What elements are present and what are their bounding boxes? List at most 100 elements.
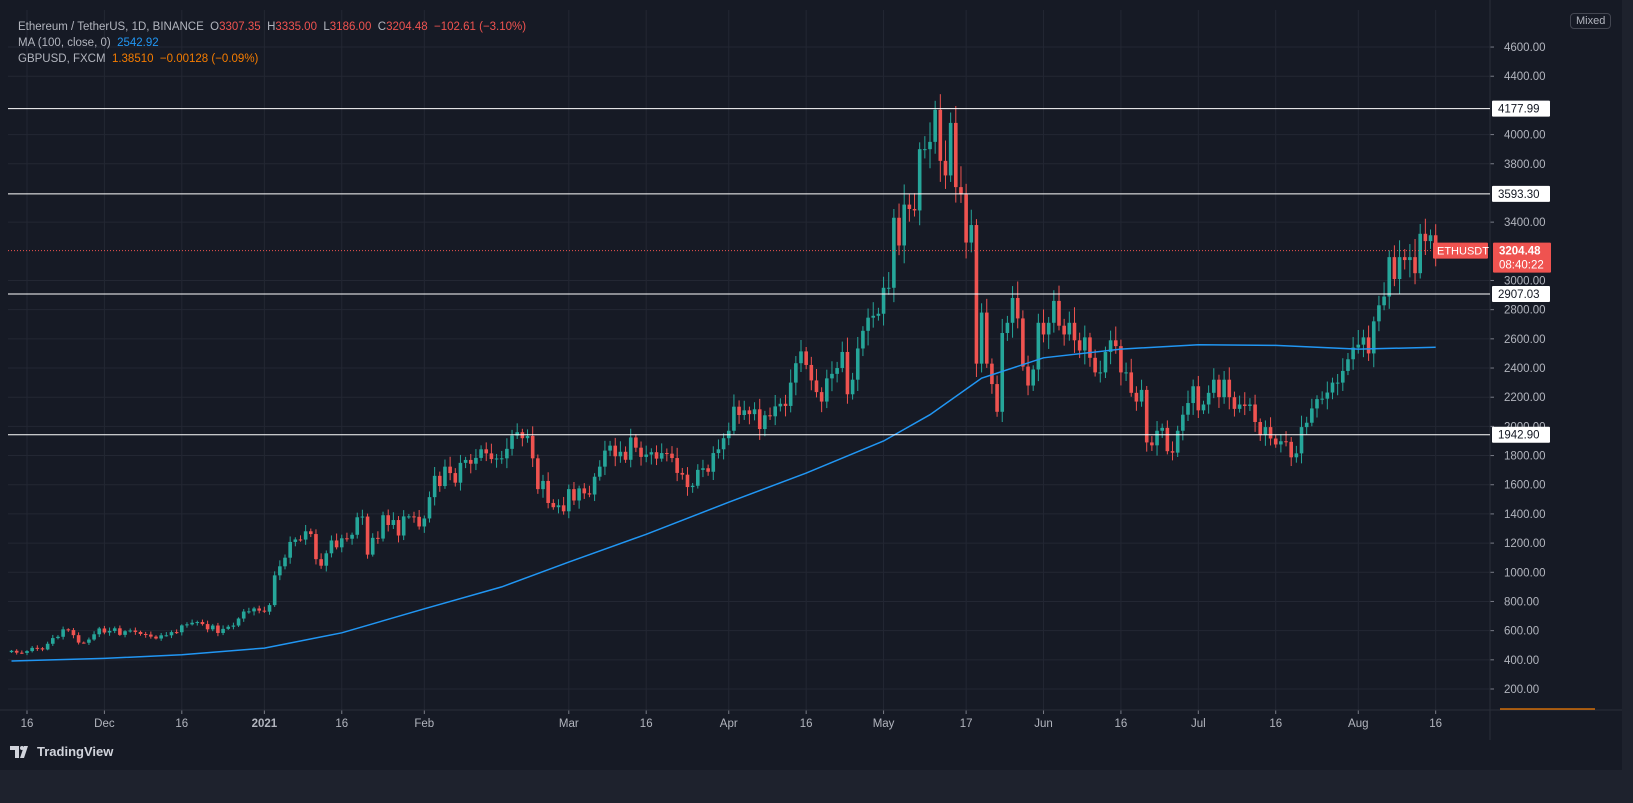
high-label: H — [267, 21, 276, 33]
candle-body — [14, 650, 19, 653]
candle-body — [1103, 351, 1108, 373]
candle-body — [654, 452, 659, 459]
candle-body — [525, 435, 530, 439]
low-value: 3186.00 — [329, 21, 372, 33]
candle-body — [685, 474, 690, 488]
candle-body — [979, 312, 984, 364]
candle-body — [1248, 404, 1252, 406]
candle-body — [1315, 399, 1319, 409]
price-axis — [1490, 0, 1622, 770]
candle-body — [561, 505, 566, 512]
candle-body — [825, 378, 829, 402]
scale-mode-button[interactable]: Mixed — [1570, 13, 1612, 29]
candle-body — [283, 557, 287, 567]
candle-body — [293, 539, 298, 542]
candle-body — [933, 109, 937, 142]
ma-label[interactable]: MA (100, close, 0) — [18, 37, 111, 49]
candle-body — [866, 317, 870, 331]
candle-body — [92, 634, 96, 640]
tradingview-logo-icon — [10, 745, 28, 758]
candle-body — [164, 635, 169, 637]
candle-body — [855, 348, 860, 380]
candle-body — [1165, 427, 1170, 452]
candle-body — [262, 610, 267, 612]
candle-body — [303, 531, 308, 540]
candle-body — [1402, 257, 1407, 261]
candle-body — [1201, 404, 1206, 411]
chart-container[interactable]: 200.00 400.00 600.00 800.00 1000.00 1200.00 14… — [0, 0, 1622, 770]
candle-body — [541, 480, 545, 490]
candle-body — [778, 403, 783, 407]
candle-body — [1150, 442, 1154, 446]
candle-body — [1304, 422, 1309, 428]
candle-body — [928, 141, 932, 150]
candle-body — [597, 466, 602, 477]
candle-body — [995, 384, 999, 412]
candle-body — [396, 520, 401, 536]
candle-body — [1046, 322, 1051, 335]
candle-body — [1335, 382, 1340, 384]
candle-body — [329, 540, 334, 554]
candle-body — [711, 453, 716, 472]
branding[interactable]: TradingView — [10, 744, 113, 759]
countdown-timer: 08:40:22 — [1499, 260, 1544, 272]
candle-body — [1036, 322, 1041, 370]
x-tick-label: 16 — [21, 718, 34, 730]
price-chart[interactable]: 200.00 400.00 600.00 800.00 1000.00 1200.00 14… — [0, 0, 1622, 770]
candle-body — [845, 351, 850, 395]
candle-body — [923, 149, 927, 151]
y-tick-label: 1400.00 — [1504, 509, 1546, 521]
symbol-title[interactable]: Ethereum / TetherUS, 1D, BINANCE — [18, 21, 204, 33]
x-tick-label: 16 — [800, 718, 813, 730]
candle-body — [1000, 333, 1005, 412]
candle-body — [644, 454, 648, 457]
candle-body — [226, 626, 231, 629]
candle-body — [1377, 305, 1381, 322]
candle-body — [484, 449, 489, 454]
candle-body — [665, 453, 669, 455]
high-value: 3335.00 — [275, 21, 317, 33]
y-tick-label: 600.00 — [1504, 626, 1539, 638]
candle-body — [205, 624, 210, 630]
candle-body — [510, 435, 514, 449]
candle-body — [530, 435, 535, 459]
candle-body — [1346, 359, 1350, 371]
candle-body — [1010, 297, 1015, 323]
gbpusd-value: 1.38510 — [111, 53, 154, 65]
candle-body — [71, 630, 76, 636]
candle-body — [546, 480, 550, 503]
candle-body — [505, 448, 509, 459]
candle-body — [1108, 340, 1113, 352]
gbpusd-label[interactable]: GBPUSD, FXCM — [18, 53, 106, 65]
candle-body — [1392, 257, 1397, 280]
candle-body — [618, 451, 623, 457]
candle-body — [1191, 386, 1195, 404]
candle-body — [1015, 297, 1020, 319]
candle-body — [236, 618, 241, 626]
candle-body — [138, 631, 143, 634]
candle-body — [319, 559, 323, 566]
candle-body — [835, 368, 839, 374]
candle-body — [40, 648, 45, 650]
candle-body — [592, 476, 597, 495]
candle-body — [216, 625, 220, 633]
candle-body — [112, 628, 117, 631]
candle-body — [1341, 370, 1345, 383]
candle-body — [639, 447, 643, 457]
candle-body — [1175, 430, 1180, 453]
candle-body — [257, 608, 261, 611]
candle-body — [1325, 392, 1330, 399]
candle-body — [1005, 322, 1010, 334]
legend-main-series: Ethereum / TetherUS, 1D, BINANCE O3307.3… — [18, 19, 526, 35]
candle-body — [386, 515, 390, 526]
candle-body — [241, 611, 246, 619]
level-label: 2907.03 — [1498, 289, 1540, 301]
candle-body — [1077, 340, 1082, 351]
y-tick-label: 1200.00 — [1504, 538, 1546, 550]
level-label: 1942.90 — [1498, 430, 1540, 442]
level-label-bg — [1492, 286, 1550, 303]
candle-body — [1057, 300, 1061, 326]
symbol-label-bg — [1433, 242, 1488, 259]
candle-body — [959, 187, 963, 195]
candle-body — [463, 459, 468, 463]
